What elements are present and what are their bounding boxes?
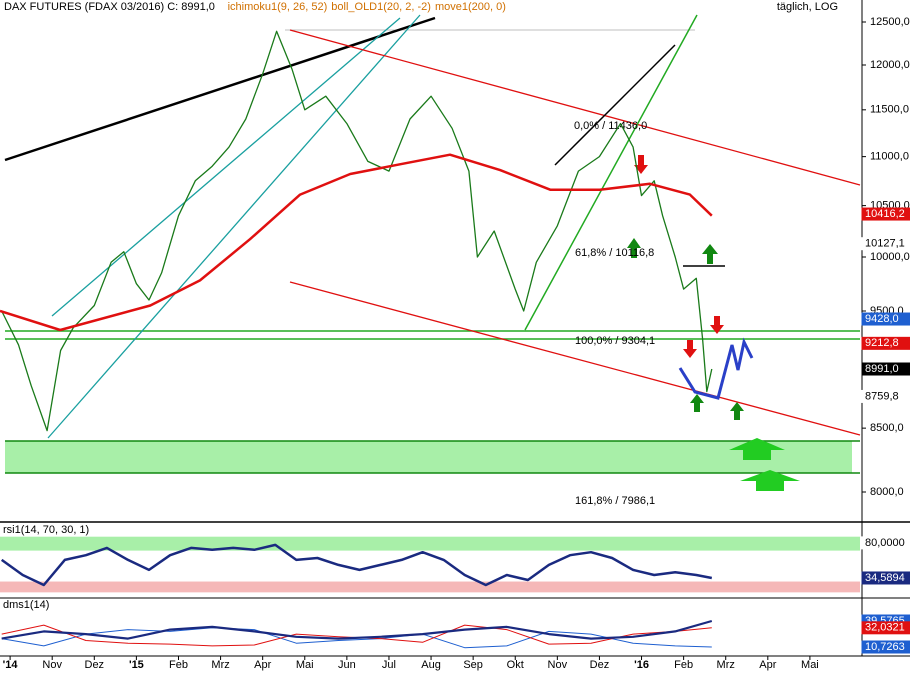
y-tick-label: 8000,0 [870,486,904,498]
channel-line [289,29,861,186]
x-tick-label: Jul [382,659,396,671]
price-marker-label: 10127,1 [865,238,905,250]
period-label: täglich, LOG [777,1,838,13]
arrow [740,470,800,491]
arrow [683,340,697,358]
support-zone [5,441,852,473]
x-tick-label: Nov [548,659,568,671]
x-tick-label: Apr [759,659,776,671]
price-marker [861,536,910,550]
arrow [627,238,641,258]
series-line [0,153,713,332]
panel-title: dms1(14) [3,599,49,611]
channel-line [51,17,401,317]
fib-label: 100,0% / 9304,1 [575,335,655,347]
price-marker [861,336,910,350]
x-tick-label: Dez [590,659,610,671]
price-marker [861,621,910,635]
panel-title: rsi1(14, 70, 30, 1) [3,524,89,536]
x-tick-label: Feb [674,659,693,671]
x-tick-label: Mai [296,659,314,671]
series-line [1,30,713,432]
channel-line [289,281,861,436]
arrow [730,402,744,420]
price-marker-label: 10416,2 [865,208,905,220]
arrow [702,244,718,264]
price-marker-label: 34,5894 [865,572,905,584]
price-marker [861,640,910,654]
price-marker [861,389,910,403]
channel-line [47,14,421,439]
x-tick-label: Dez [85,659,105,671]
x-tick-label: Feb [169,659,188,671]
price-marker [861,362,910,376]
price-marker-label: 8759,8 [865,390,899,402]
series-line [1,619,713,640]
x-tick-label: '15 [129,659,144,671]
chart-title: DAX FUTURES (FDAX 03/2016) C: 8991,0 [4,1,215,13]
trend-line [524,14,698,331]
price-marker-label: 10,7263 [865,641,905,653]
arrows-up [627,238,800,491]
price-marker-label: 80,0000 [865,537,905,549]
x-tick-label: Nov [42,659,62,671]
arrow [710,316,724,334]
x-tick-label: Jun [338,659,356,671]
price-marker-label: 9212,8 [865,337,899,349]
price-marker [861,571,910,585]
series-line [1,627,712,649]
indicator-label: boll_OLD1(20, 2, -2) [331,1,431,13]
y-tick-label: 12500,0 [870,16,910,28]
price-marker-label: 9428,0 [865,313,899,325]
price-marker-label: 8991,0 [865,363,899,375]
arrow [729,438,785,460]
x-tick-label: Okt [507,659,524,671]
x-tick-label: Apr [254,659,271,671]
drawings [0,0,910,657]
fib-label: 161,8% / 7986,1 [575,495,655,507]
price-marker [861,207,910,221]
x-tick-label: Mrz [211,659,229,671]
projection [678,337,754,400]
y-tick-label: 11500,0 [870,104,909,116]
y-tick-label: 11000,0 [870,151,909,163]
indicator-label: ichimoku1(9, 26, 52) [228,1,328,13]
x-tick-label: Mrz [717,659,735,671]
threshold-band [0,581,860,593]
indicator-label: move1(200, 0) [435,1,506,13]
y-tick-label: 10000,0 [870,251,910,263]
fib-label: 0,0% / 11436,0 [574,120,647,132]
y-tick-label: 8500,0 [870,422,904,434]
x-tick-label: Mai [801,659,819,671]
price-marker [861,312,910,326]
x-tick-label: Aug [421,659,441,671]
price-marker-label: 32,0321 [865,622,905,634]
x-tick-label: '14 [3,659,19,671]
arrow [690,394,704,412]
trend-line [554,44,676,166]
price-marker [861,237,910,251]
threshold-band [0,536,860,551]
fib-label: 61,8% / 10116,8 [575,247,654,259]
x-tick-label: Sep [463,659,483,671]
series-line [0,543,713,587]
y-tick-label: 12000,0 [870,59,910,71]
x-tick-label: '16 [634,659,649,671]
trend-line [4,16,436,162]
